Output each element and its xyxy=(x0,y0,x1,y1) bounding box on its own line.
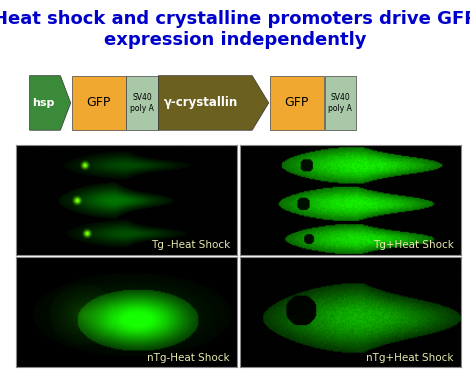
Text: Heat shock and crystalline promoters drive GFP
expression independently: Heat shock and crystalline promoters dri… xyxy=(0,10,470,49)
Text: Tg+Heat Shock: Tg+Heat Shock xyxy=(373,240,454,250)
Polygon shape xyxy=(30,76,70,130)
Text: nTg-Heat Shock: nTg-Heat Shock xyxy=(148,353,230,363)
Text: SV40
poly A: SV40 poly A xyxy=(130,93,154,113)
Text: GFP: GFP xyxy=(86,96,111,109)
FancyBboxPatch shape xyxy=(71,76,125,130)
FancyBboxPatch shape xyxy=(126,76,157,130)
Text: Tg -Heat Shock: Tg -Heat Shock xyxy=(151,240,230,250)
FancyBboxPatch shape xyxy=(324,76,356,130)
Text: SV40
poly A: SV40 poly A xyxy=(328,93,352,113)
Text: GFP: GFP xyxy=(284,96,309,109)
Text: hsp: hsp xyxy=(32,98,55,108)
FancyBboxPatch shape xyxy=(270,76,324,130)
Text: γ-crystallin: γ-crystallin xyxy=(164,96,238,109)
Polygon shape xyxy=(158,76,269,130)
Text: nTg+Heat Shock: nTg+Heat Shock xyxy=(367,353,454,363)
